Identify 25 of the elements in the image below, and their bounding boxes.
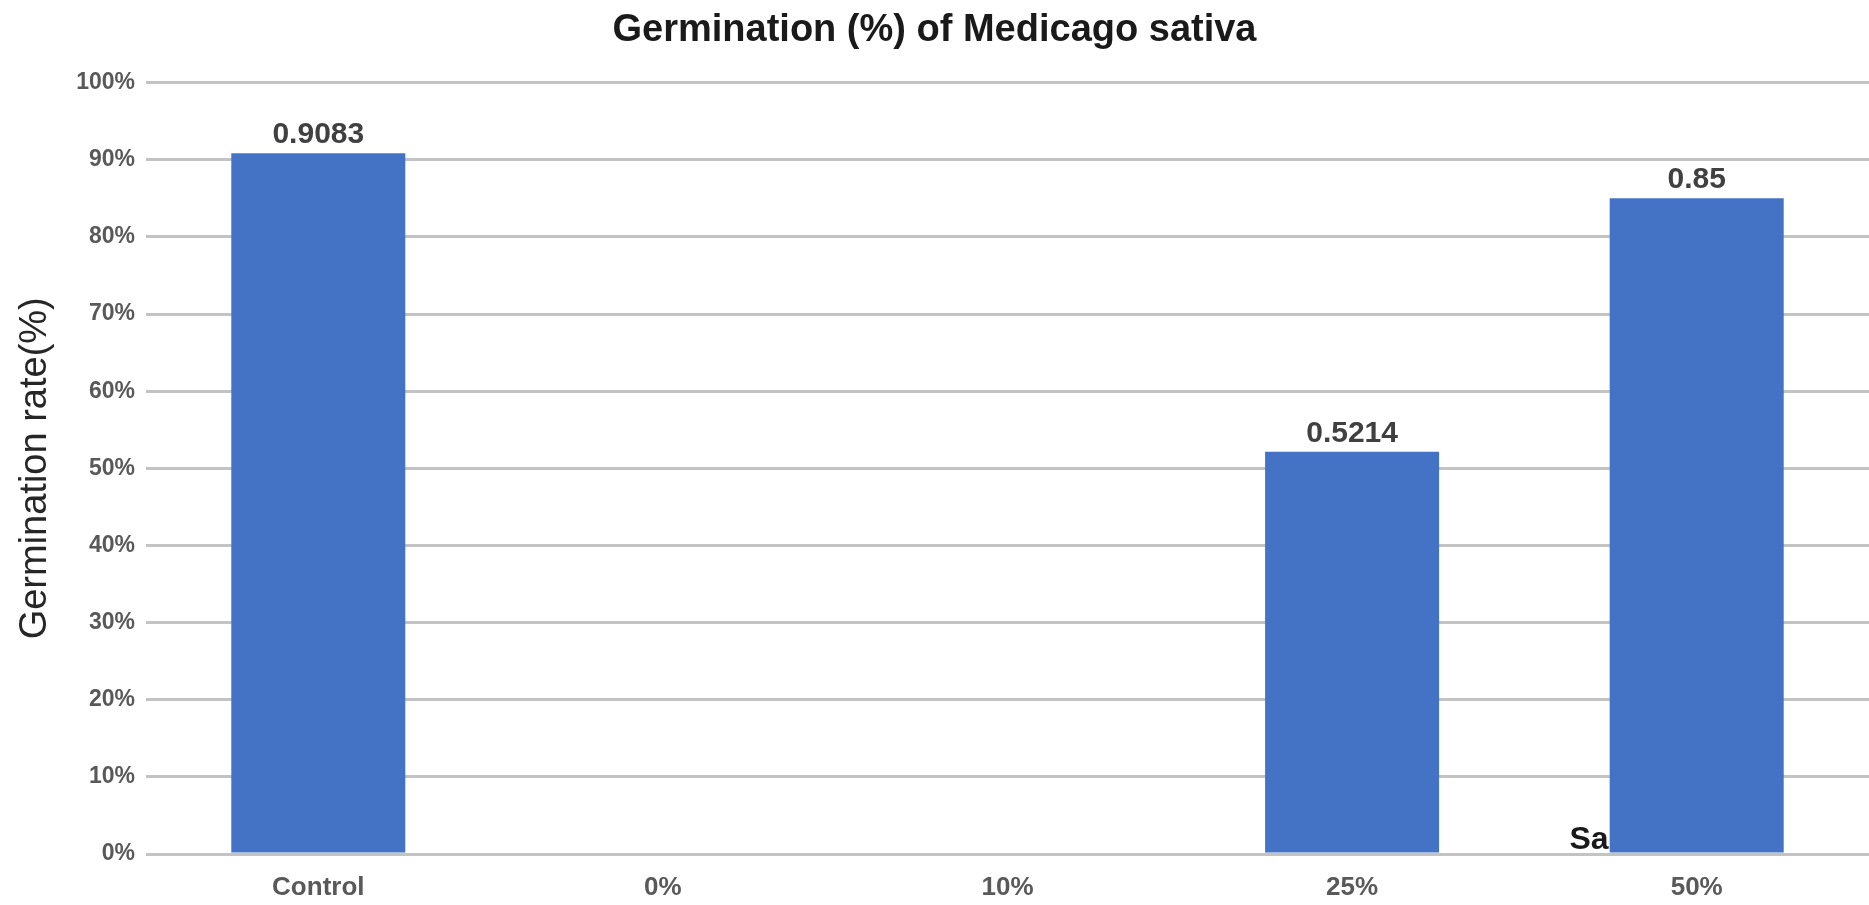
x-tick-label: 0% [644,870,682,901]
bar [231,153,406,853]
data-label: 0.9083 [272,116,365,150]
data-label: 0.85 [1667,161,1726,195]
y-tick-label: 40% [88,530,135,557]
y-tick-label: 100% [76,67,135,94]
chart-title: Germination (%) of Medicago sativa [612,7,1258,50]
y-tick-label: 0% [101,839,135,866]
y-axis-title: Germination rate(%) [12,297,55,640]
annotation: Sa [1569,820,1609,856]
x-tick-label: 10% [981,870,1034,901]
y-tick-label: 60% [88,376,135,403]
bar [1609,198,1784,853]
y-tick-label: 90% [88,145,135,172]
bar [1265,451,1440,853]
y-tick-label: 80% [88,222,135,249]
x-tick-label: 25% [1326,870,1379,901]
y-tick-label: 50% [88,453,135,480]
y-tick-label: 10% [88,762,135,789]
y-tick-label: 20% [88,685,135,712]
y-tick-label: 30% [88,607,135,634]
x-tick-label: Control [272,870,365,901]
x-tick-label: 50% [1670,870,1723,901]
y-tick-label: 70% [88,299,135,326]
data-label: 0.5214 [1306,414,1399,448]
